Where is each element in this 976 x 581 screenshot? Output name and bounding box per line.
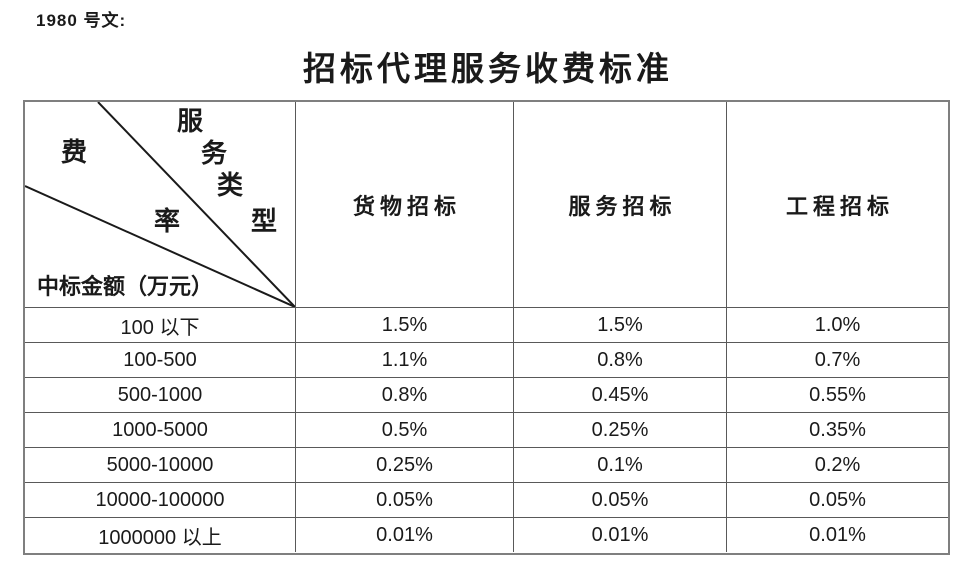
amount-axis-label: 中标金额（万元） — [37, 274, 214, 299]
doc-number-label: 1980 号文: — [36, 11, 127, 30]
fee-rate-char: 费 — [61, 138, 88, 167]
fee-table: 服 务 类 型 费 率 中标金额（万元） 货物招标 服务招标 工程招标 100 … — [23, 100, 950, 555]
table-row: 1000-5000 0.5% 0.25% 0.35% — [25, 413, 948, 448]
table-body: 100 以下 1.5% 1.5% 1.0% 100-500 1.1% 0.8% 0.7% 500… — [25, 308, 948, 552]
rate-cell: 0.25% — [296, 448, 514, 483]
diagonal-line-upper — [97, 102, 295, 307]
amount-range-cell: 5000-10000 — [25, 448, 296, 483]
service-type-char: 类 — [217, 171, 244, 200]
table-row: 100 以下 1.5% 1.5% 1.0% — [25, 308, 948, 343]
amount-range-cell: 10000-100000 — [25, 483, 296, 518]
rate-cell: 0.8% — [296, 378, 514, 413]
rate-cell: 0.2% — [727, 448, 948, 483]
rate-cell: 0.5% — [296, 413, 514, 448]
page-title: 招标代理服务收费标准 — [303, 52, 673, 88]
rate-cell: 1.0% — [727, 308, 948, 343]
rate-cell: 0.25% — [514, 413, 727, 448]
table-row: 1000000 以上 0.01% 0.01% 0.01% — [25, 518, 948, 552]
amount-range-cell: 100-500 — [25, 343, 296, 378]
column-header-engineering-bidding: 工程招标 — [727, 102, 948, 308]
rate-cell: 0.01% — [809, 523, 866, 546]
rate-cell: 0.05% — [727, 483, 948, 518]
rate-cell: 0.8% — [514, 343, 727, 378]
rate-cell: 0.01% — [296, 518, 514, 552]
amount-range-cell: 1000-5000 — [25, 413, 296, 448]
amount-range-cell: 500-1000 — [25, 378, 296, 413]
service-type-char: 服 — [177, 107, 204, 136]
table-row: 5000-10000 0.25% 0.1% 0.2% — [25, 448, 948, 483]
table-row: 500-1000 0.8% 0.45% 0.55% — [25, 378, 948, 413]
diagonal-lines-svg — [25, 102, 295, 307]
table-corner-cell: 服 务 类 型 费 率 中标金额（万元） — [25, 102, 296, 308]
rate-cell: 1.1% — [296, 343, 514, 378]
column-header-goods-bidding: 货物招标 — [296, 102, 514, 308]
rate-cell: 0.45% — [514, 378, 727, 413]
service-type-char: 型 — [251, 207, 278, 236]
rate-cell: 0.35% — [727, 413, 948, 448]
table-row: 10000-100000 0.05% 0.05% 0.05% — [25, 483, 948, 518]
amount-range-cell: 1000000 以上 — [25, 518, 296, 552]
table-header-row: 服 务 类 型 费 率 中标金额（万元） 货物招标 服务招标 工程招标 — [25, 102, 948, 308]
amount-range-cell: 100 以下 — [25, 308, 296, 343]
rate-cell: 0.55% — [727, 378, 948, 413]
table-row: 100-500 1.1% 0.8% 0.7% — [25, 343, 948, 378]
rate-cell: 0.7% — [727, 343, 948, 378]
rate-cell: 0.01% — [514, 518, 727, 552]
rate-cell: 1.5% — [514, 308, 727, 343]
fee-rate-char: 率 — [154, 207, 181, 236]
rate-cell: 0.1% — [514, 448, 727, 483]
column-header-service-bidding: 服务招标 — [514, 102, 727, 308]
service-type-char: 务 — [201, 139, 228, 168]
rate-cell: 0.05% — [296, 483, 514, 518]
diagonal-line-lower — [25, 185, 295, 307]
rate-cell: 0.05% — [514, 483, 727, 518]
rate-cell: 1.5% — [296, 308, 514, 343]
